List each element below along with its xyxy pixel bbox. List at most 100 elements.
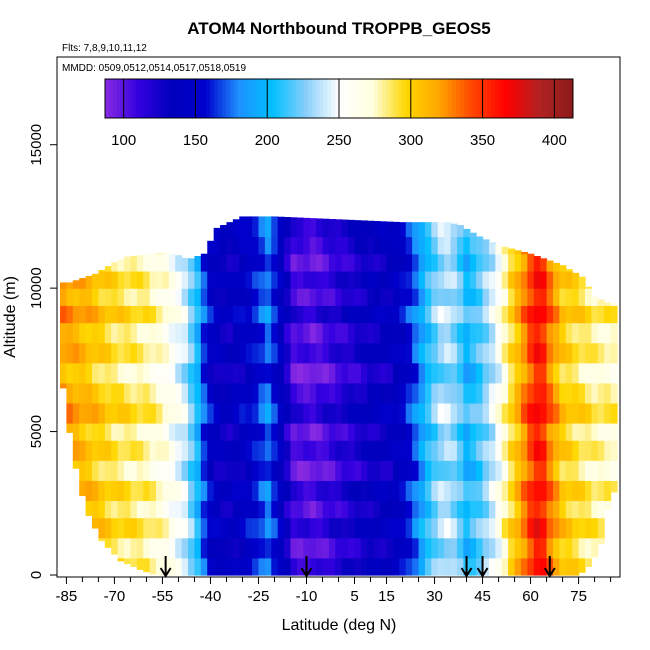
heatmap-cell — [508, 270, 516, 289]
colorbar-segment — [545, 79, 551, 118]
heatmap-cell — [520, 557, 528, 576]
heatmap-cell — [130, 460, 138, 481]
heatmap-cell — [188, 270, 196, 289]
heatmap-cell — [386, 440, 394, 461]
heatmap-cell — [546, 322, 554, 344]
colorbar-segment — [237, 79, 242, 118]
heatmap-cell — [604, 402, 612, 424]
heatmap-cell — [565, 322, 573, 344]
heatmap-cell — [309, 362, 317, 384]
heatmap-cell — [232, 362, 240, 384]
heatmap-cell — [463, 236, 471, 255]
heatmap-cell — [469, 236, 477, 255]
heatmap-cell — [175, 342, 183, 364]
heatmap-cell — [360, 422, 368, 441]
heatmap-cell — [72, 440, 80, 461]
heatmap-cell — [168, 440, 176, 461]
heatmap-cell — [232, 342, 240, 364]
heatmap-cell — [540, 270, 548, 289]
heatmap-cell — [258, 216, 266, 238]
heatmap-cell — [597, 500, 605, 519]
heatmap-cell — [604, 342, 612, 364]
heatmap-cell — [584, 460, 592, 481]
heatmap-cell — [399, 440, 407, 461]
heatmap-cell — [591, 517, 599, 539]
heatmap-cell — [412, 460, 420, 481]
heatmap-cell — [348, 236, 356, 255]
heatmap-cell — [104, 460, 112, 481]
heatmap-cell — [335, 402, 343, 424]
heatmap-cell — [335, 440, 343, 461]
heatmap-cell — [98, 422, 106, 441]
heatmap-cell — [604, 440, 612, 461]
heatmap-cell — [130, 422, 138, 441]
heatmap-cell — [296, 270, 304, 289]
heatmap-cell — [399, 382, 407, 404]
heatmap-cell — [85, 288, 93, 306]
x-tick-label: 30 — [426, 588, 443, 605]
heatmap-cell — [143, 557, 151, 573]
heatmap-cell — [92, 305, 100, 324]
heatmap-cell — [367, 270, 375, 289]
heatmap-cell — [565, 557, 573, 576]
heatmap-cell — [316, 382, 324, 404]
heatmap-cell — [463, 402, 471, 424]
heatmap-cell — [111, 342, 119, 364]
heatmap-cell — [514, 480, 522, 502]
heatmap-cell — [527, 422, 535, 441]
heatmap-cell — [437, 517, 445, 539]
heatmap-cell — [271, 500, 279, 519]
colorbar-segment — [124, 79, 129, 118]
heatmap-cell — [309, 253, 317, 272]
heatmap-cell — [399, 362, 407, 384]
heatmap-cell — [220, 517, 228, 539]
heatmap-cell — [66, 282, 74, 289]
heatmap-cell — [277, 216, 285, 238]
heatmap-cell — [424, 440, 432, 461]
heatmap-cell — [303, 362, 311, 384]
heatmap-cell — [322, 460, 330, 481]
x-tick-label: 60 — [522, 588, 539, 605]
heatmap-cell — [424, 253, 432, 272]
heatmap-cell — [271, 305, 279, 324]
colorbar-segment — [565, 79, 570, 118]
heatmap-cell — [296, 557, 304, 576]
heatmap-cell — [354, 500, 362, 519]
heatmap-cell — [220, 305, 228, 324]
heatmap-cell — [488, 422, 496, 441]
heatmap-cell — [559, 362, 567, 384]
heatmap-cell — [488, 500, 496, 519]
heatmap-cell — [303, 537, 311, 559]
heatmap-cell — [117, 500, 125, 519]
heatmap-cell — [450, 460, 458, 481]
heatmap-cell — [373, 305, 381, 324]
heatmap-cell — [252, 382, 260, 404]
heatmap-cell — [572, 362, 580, 384]
heatmap-cell — [501, 557, 509, 576]
heatmap-cell — [437, 362, 445, 384]
heatmap-cell — [72, 322, 80, 344]
heatmap-cell — [322, 362, 330, 384]
heatmap-cell — [232, 253, 240, 272]
heatmap-cell — [354, 382, 362, 404]
heatmap-cell — [290, 537, 298, 559]
heatmap-cell — [437, 557, 445, 576]
heatmap-cell — [149, 440, 157, 461]
heatmap-cell — [367, 480, 375, 502]
heatmap-cell — [322, 517, 330, 539]
heatmap-cell — [348, 517, 356, 539]
heatmap-cell — [104, 480, 112, 502]
heatmap-cell — [258, 537, 266, 559]
heatmap-cell — [111, 480, 119, 502]
heatmap-cell — [584, 480, 592, 502]
heatmap-cell — [239, 216, 247, 238]
heatmap-cell — [130, 322, 138, 344]
heatmap-cell — [181, 557, 189, 576]
heatmap-cell — [296, 253, 304, 272]
heatmap-cell — [469, 460, 477, 481]
heatmap-cell — [546, 288, 554, 306]
heatmap-cell — [546, 440, 554, 461]
heatmap-cell — [386, 236, 394, 255]
colorbar-segment — [522, 79, 527, 118]
heatmap-cell — [143, 305, 151, 324]
